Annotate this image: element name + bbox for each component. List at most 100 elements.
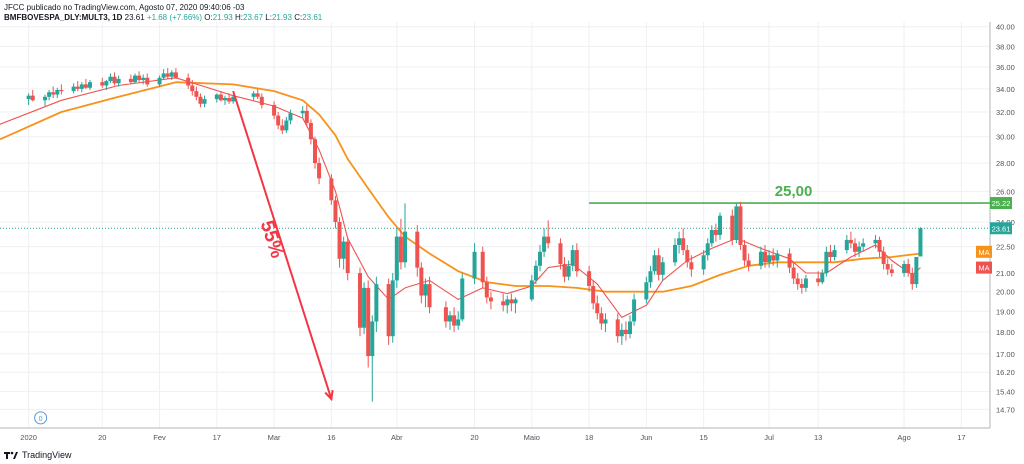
candle-body bbox=[787, 253, 792, 268]
candle-body bbox=[914, 256, 919, 285]
candle-body bbox=[255, 93, 260, 97]
candle-body bbox=[169, 72, 174, 77]
candle-body bbox=[730, 215, 735, 240]
candle-body bbox=[889, 269, 894, 274]
y-tick-label: 15.40 bbox=[996, 388, 1015, 397]
candle-body bbox=[398, 236, 403, 263]
candle-body bbox=[828, 251, 833, 257]
candle-body bbox=[112, 76, 117, 84]
price-axis-badge bbox=[990, 197, 1012, 210]
candle-body bbox=[218, 94, 223, 101]
candle-body bbox=[157, 77, 162, 85]
candle-body bbox=[448, 315, 452, 322]
candle-body bbox=[918, 228, 923, 257]
candle-body bbox=[390, 280, 395, 337]
candle-body bbox=[272, 104, 277, 116]
x-tick-label: Jun bbox=[640, 433, 652, 442]
candle-body bbox=[763, 251, 767, 263]
candle-body bbox=[632, 299, 637, 322]
candle-body bbox=[599, 313, 604, 324]
candle-body bbox=[738, 206, 743, 245]
x-tick-label: Fev bbox=[153, 433, 166, 442]
candle-body bbox=[308, 122, 313, 140]
close-label: C: bbox=[294, 13, 303, 22]
candle-body bbox=[713, 230, 718, 235]
candle-body bbox=[767, 255, 772, 263]
candle-body bbox=[51, 92, 56, 95]
candle-body bbox=[877, 239, 882, 252]
candle-body bbox=[824, 251, 829, 274]
drop-arrow-line bbox=[232, 90, 333, 400]
symbol-legend: BMFBOVESPA_DLY:MULT3, 1D 23.61 +1.68 (+7… bbox=[4, 13, 322, 22]
candle-body bbox=[231, 96, 236, 102]
candle-body bbox=[681, 238, 686, 251]
candle-body bbox=[791, 267, 796, 279]
candle-body bbox=[460, 278, 465, 320]
candle-body bbox=[337, 221, 342, 259]
drop-percent-label: 55% bbox=[256, 218, 288, 261]
open-value: 21.93 bbox=[212, 13, 233, 22]
y-tick-label: 30.00 bbox=[996, 133, 1015, 142]
price-axis-badge-text: MA bbox=[978, 264, 989, 273]
candle-body bbox=[300, 110, 305, 114]
candle-body bbox=[362, 287, 367, 328]
candle-body bbox=[141, 77, 146, 80]
y-tick-label: 21.00 bbox=[996, 269, 1015, 278]
candle-body bbox=[746, 260, 751, 266]
candle-body bbox=[562, 264, 567, 277]
x-tick-label: Maio bbox=[524, 433, 540, 442]
x-tick-label: 20 bbox=[470, 433, 478, 442]
symbol-name: BMFBOVESPA_DLY:MULT3, 1D bbox=[4, 13, 123, 22]
candle-body bbox=[587, 271, 592, 286]
price-axis-badge-text: MA bbox=[978, 248, 989, 257]
candle-body bbox=[591, 285, 596, 304]
candle-body bbox=[198, 96, 203, 104]
x-tick-label: Ago bbox=[897, 433, 910, 442]
x-tick-label: 16 bbox=[327, 433, 335, 442]
candle-body bbox=[513, 299, 518, 304]
price-change: +1.68 (+7.66%) bbox=[146, 13, 203, 22]
events-marker-label: 0 bbox=[39, 416, 43, 423]
candle-body bbox=[542, 236, 547, 252]
x-tick-label: 17 bbox=[213, 433, 221, 442]
y-tick-label: 40.00 bbox=[996, 23, 1015, 32]
high-label: H: bbox=[235, 13, 243, 22]
candle-body bbox=[75, 86, 80, 89]
y-tick-label: 16.20 bbox=[996, 368, 1015, 377]
candle-body bbox=[341, 241, 346, 259]
candle-body bbox=[881, 251, 886, 265]
candle-body bbox=[603, 319, 608, 324]
candle-body bbox=[758, 251, 763, 266]
candle-body bbox=[718, 215, 722, 235]
candle-body bbox=[566, 265, 571, 277]
x-tick-label: 20 bbox=[98, 433, 106, 442]
open-label: O: bbox=[204, 13, 213, 22]
candle-body bbox=[26, 95, 31, 100]
candle-body bbox=[443, 307, 448, 322]
x-tick-label: Jul bbox=[764, 433, 774, 442]
y-tick-label: 14.70 bbox=[996, 405, 1015, 414]
x-tick-label: 15 bbox=[699, 433, 707, 442]
candle-body bbox=[30, 95, 35, 101]
drop-arrow-head bbox=[324, 390, 334, 402]
candle-body bbox=[771, 255, 776, 261]
publish-info: JFCC publicado no TradingView.com, Agost… bbox=[4, 3, 244, 12]
candle-body bbox=[832, 250, 837, 257]
candle-body bbox=[652, 255, 657, 272]
events-marker-icon bbox=[34, 411, 48, 425]
candle-body bbox=[619, 329, 624, 337]
candle-body bbox=[116, 78, 121, 84]
candle-body bbox=[685, 250, 690, 263]
candle-body bbox=[848, 239, 853, 244]
x-tick-label: 13 bbox=[814, 433, 822, 442]
candle-body bbox=[202, 99, 207, 104]
candle-body bbox=[370, 321, 375, 357]
candle-body bbox=[677, 238, 682, 245]
candle-body bbox=[910, 273, 915, 285]
candle-body bbox=[186, 77, 191, 86]
candle-body bbox=[574, 250, 579, 272]
candle-body bbox=[538, 251, 542, 266]
candle-body bbox=[423, 284, 428, 296]
price-axis-badge-text: 23.61 bbox=[992, 224, 1011, 233]
